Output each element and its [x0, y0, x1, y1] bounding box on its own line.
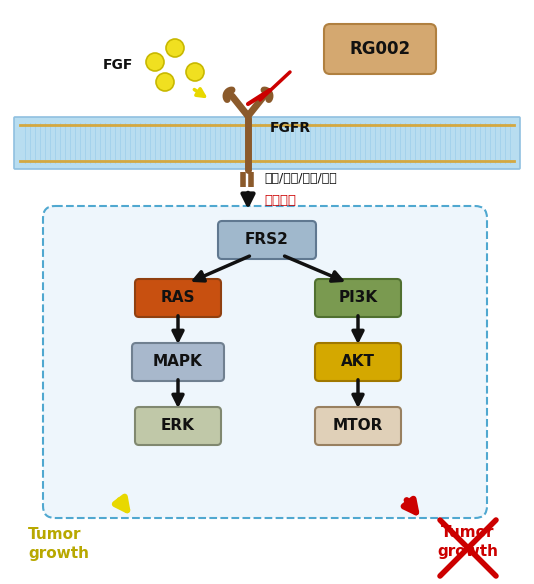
Circle shape — [156, 73, 174, 91]
Text: MAPK: MAPK — [153, 354, 203, 370]
FancyBboxPatch shape — [132, 343, 224, 381]
FancyBboxPatch shape — [315, 279, 401, 317]
FancyBboxPatch shape — [315, 343, 401, 381]
Circle shape — [186, 63, 204, 81]
Text: MTOR: MTOR — [333, 419, 383, 433]
FancyBboxPatch shape — [135, 407, 221, 445]
Circle shape — [166, 39, 184, 57]
FancyBboxPatch shape — [324, 24, 436, 74]
Text: FGF: FGF — [103, 58, 133, 72]
Text: FRS2: FRS2 — [245, 232, 289, 248]
FancyBboxPatch shape — [135, 279, 221, 317]
Circle shape — [146, 53, 164, 71]
FancyBboxPatch shape — [218, 221, 316, 259]
Text: Tumor
growth: Tumor growth — [437, 525, 499, 559]
Text: ERK: ERK — [161, 419, 195, 433]
FancyBboxPatch shape — [14, 117, 520, 169]
Text: PI3K: PI3K — [339, 290, 378, 305]
Text: Tumor
growth: Tumor growth — [28, 527, 89, 561]
FancyBboxPatch shape — [43, 206, 487, 518]
Text: AKT: AKT — [341, 354, 375, 370]
FancyBboxPatch shape — [315, 407, 401, 445]
Text: 融合/重排/突变/扩增: 融合/重排/突变/扩增 — [264, 172, 337, 186]
Text: 耐药突变: 耐药突变 — [264, 194, 296, 207]
Text: RAS: RAS — [161, 290, 195, 305]
Text: FGFR: FGFR — [270, 121, 311, 135]
Text: RG002: RG002 — [349, 40, 411, 58]
